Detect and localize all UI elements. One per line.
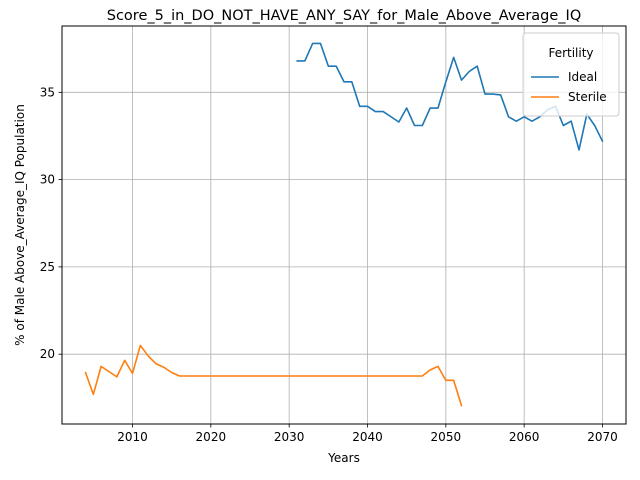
legend: Fertility Ideal Sterile	[522, 32, 620, 117]
x-tick-label: 2020	[196, 430, 227, 444]
x-tick-label: 2050	[431, 430, 462, 444]
y-tick-label: 20	[40, 347, 55, 361]
chart-title: Score_5_in_DO_NOT_HAVE_ANY_SAY_for_Male_…	[107, 8, 582, 24]
legend-box	[522, 32, 620, 117]
legend-title: Fertility	[548, 46, 593, 60]
y-axis-ticks: 20 25 30 35	[40, 85, 62, 361]
legend-label-ideal: Ideal	[568, 70, 597, 84]
y-tick-label: 25	[40, 260, 55, 274]
legend-label-sterile: Sterile	[568, 90, 607, 104]
x-axis-ticks: 2010 2020 2030 2040 2050 2060 2070	[117, 424, 618, 444]
series-line-sterile	[84, 344, 463, 407]
y-tick-label: 35	[40, 85, 55, 99]
x-tick-label: 2030	[274, 430, 305, 444]
x-tick-label: 2070	[587, 430, 618, 444]
x-tick-label: 2010	[117, 430, 148, 444]
y-axis-label: % of Male Above_Average_IQ Population	[13, 104, 27, 346]
x-axis-label: Years	[327, 451, 360, 465]
x-tick-label: 2040	[352, 430, 383, 444]
plot-area-frame	[61, 25, 627, 425]
y-tick-label: 30	[40, 173, 55, 187]
x-tick-label: 2060	[509, 430, 540, 444]
